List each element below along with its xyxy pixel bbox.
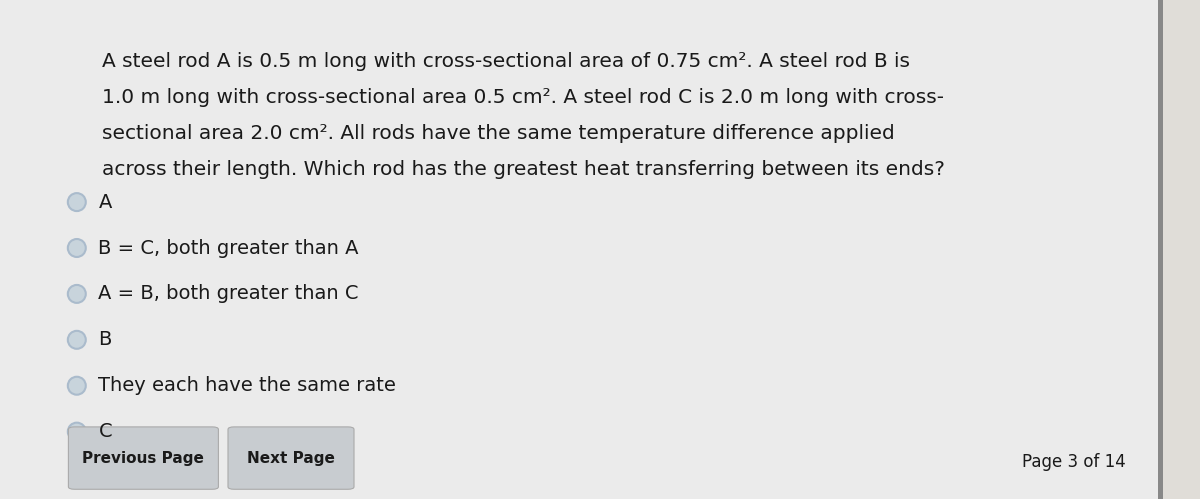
Ellipse shape [68,239,85,257]
Ellipse shape [68,193,85,211]
FancyBboxPatch shape [68,427,218,489]
Text: A: A [98,193,112,212]
Ellipse shape [68,331,85,349]
Ellipse shape [68,423,85,441]
Text: C: C [98,422,112,441]
FancyBboxPatch shape [1158,0,1163,499]
Text: Next Page: Next Page [247,451,335,466]
FancyBboxPatch shape [228,427,354,489]
Text: 1.0 m long with cross-sectional area 0.5 cm². A steel rod C is 2.0 m long with c: 1.0 m long with cross-sectional area 0.5… [102,88,944,107]
FancyBboxPatch shape [0,0,1158,499]
Text: sectional area 2.0 cm². All rods have the same temperature difference applied: sectional area 2.0 cm². All rods have th… [102,124,895,143]
Text: Previous Page: Previous Page [83,451,204,466]
Text: A steel rod A is 0.5 m long with cross-sectional area of 0.75 cm². A steel rod B: A steel rod A is 0.5 m long with cross-s… [102,52,910,71]
Ellipse shape [68,285,85,303]
Text: across their length. Which rod has the greatest heat transferring between its en: across their length. Which rod has the g… [102,160,944,179]
Ellipse shape [68,377,85,395]
Text: They each have the same rate: They each have the same rate [98,376,396,395]
Text: B: B [98,330,112,349]
Text: Page 3 of 14: Page 3 of 14 [1022,453,1126,471]
Text: A = B, both greater than C: A = B, both greater than C [98,284,359,303]
Text: B = C, both greater than A: B = C, both greater than A [98,239,359,257]
